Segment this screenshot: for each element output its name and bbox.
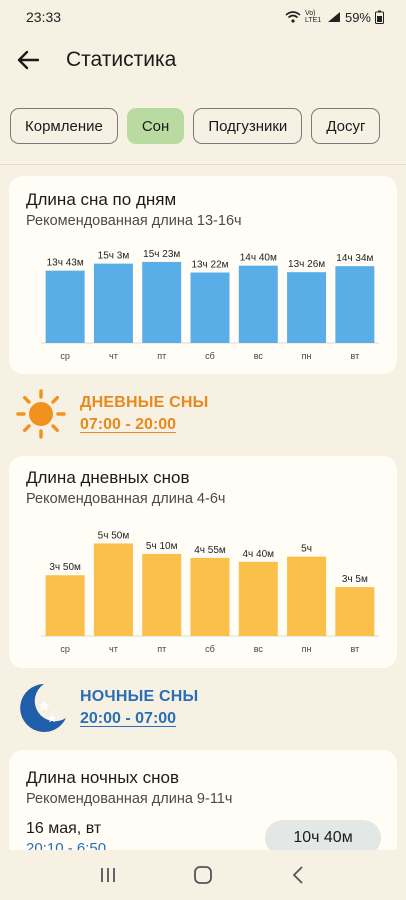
card-subtitle: Рекомендованная длина 9-11ч	[26, 791, 233, 807]
day-sleep-time[interactable]: 07:00 - 20:00	[80, 416, 177, 433]
chart-bar[interactable]	[142, 261, 182, 343]
chart-tick-label: пн	[302, 644, 312, 654]
card-subtitle: Рекомендованная длина 4-6ч	[26, 491, 226, 507]
chart-bar[interactable]	[335, 266, 375, 343]
app-bar: Статистика	[0, 34, 406, 86]
system-nav-bar	[0, 850, 406, 900]
chart-bar[interactable]	[238, 265, 278, 343]
card-subtitle: Рекомендованная длина 13-16ч	[26, 213, 242, 229]
chart-data-label: 5ч 50м	[98, 530, 130, 541]
chart-bar[interactable]	[45, 270, 85, 343]
chart-bar[interactable]	[190, 557, 230, 636]
chart-tick-label: вс	[254, 644, 264, 654]
chart-data-label: 5ч 10м	[146, 541, 178, 552]
battery-icon	[375, 10, 384, 24]
chart-data-label: 3ч 5м	[342, 574, 368, 585]
day-sleep-card: Длина дневных снов Рекомендованная длина…	[9, 456, 397, 668]
moon-stars-icon	[20, 684, 66, 732]
recent-apps-icon	[100, 868, 115, 882]
card-title: Длина дневных снов	[26, 468, 190, 487]
tabs-divider	[0, 164, 406, 165]
tab-feeding[interactable]: Кормление	[10, 108, 118, 144]
home-button[interactable]	[183, 855, 223, 895]
arrow-back-icon	[17, 50, 39, 70]
chart-data-label: 4ч 55м	[194, 545, 226, 556]
status-icons: Vo) LTE1 59%	[285, 10, 384, 25]
chart-bar[interactable]	[238, 561, 278, 636]
page-title: Статистика	[66, 48, 177, 71]
chart-tick-label: ср	[60, 351, 70, 361]
sleep-by-day-chart: 13ч 43м ср 15ч 3м чт 15ч 23м пт 13ч 22м сб 14ч 4…	[41, 249, 379, 361]
chart-data-label: 5ч	[301, 544, 312, 555]
chart-bar[interactable]	[287, 556, 327, 636]
chart-tick-label: сб	[205, 351, 215, 361]
wifi-icon	[285, 11, 301, 23]
tab-diapers[interactable]: Подгузники	[193, 108, 303, 144]
chart-tick-label: пт	[157, 351, 166, 361]
home-icon	[194, 866, 212, 884]
night-entry-date: 16 мая, вт	[26, 820, 102, 837]
card-title: Длина сна по дням	[26, 190, 177, 209]
chart-data-label: 4ч 40м	[243, 549, 275, 560]
chart-tick-label: вс	[254, 351, 264, 361]
chart-bar[interactable]	[190, 272, 230, 343]
signal-icon	[327, 12, 340, 22]
chart-bar[interactable]	[287, 272, 327, 343]
day-sleep-section: ДНЕВНЫЕ СНЫ 07:00 - 20:00	[0, 385, 406, 441]
chart-tick-label: вт	[350, 644, 359, 654]
chart-data-label: 13ч 43м	[47, 258, 84, 269]
status-time: 23:33	[26, 9, 62, 25]
night-sleep-card: Длина ночных снов Рекомендованная длина …	[9, 750, 397, 860]
tab-leisure[interactable]: Досуг	[311, 108, 381, 144]
chart-data-label: 14ч 34м	[336, 253, 373, 264]
night-sleep-title: НОЧНЫЕ СНЫ	[80, 688, 199, 705]
chart-bar[interactable]	[45, 575, 85, 636]
recent-apps-button[interactable]	[88, 855, 128, 895]
chevron-left-icon	[293, 866, 303, 884]
tab-sleep[interactable]: Сон	[126, 108, 185, 144]
chart-tick-label: пн	[302, 351, 312, 361]
category-tabs: Кормление Сон Подгузники Досуг	[10, 108, 381, 144]
chart-tick-label: пт	[157, 644, 166, 654]
chart-tick-label: чт	[109, 351, 118, 361]
night-sleep-section: НОЧНЫЕ СНЫ 20:00 - 07:00	[0, 680, 406, 736]
chart-tick-label: сб	[205, 644, 215, 654]
chart-tick-label: чт	[109, 644, 118, 654]
sun-icon	[16, 389, 66, 439]
chart-bar[interactable]	[93, 543, 133, 636]
chart-data-label: 15ч 3м	[98, 251, 130, 262]
day-sleep-chart: 3ч 50м ср 5ч 50м чт 5ч 10м пт 4ч 55м сб 4ч 40м вс…	[41, 530, 379, 654]
chart-bar[interactable]	[142, 553, 182, 636]
card-title: Длина ночных снов	[26, 768, 180, 787]
chart-data-label: 14ч 40м	[240, 253, 277, 264]
day-sleep-title: ДНЕВНЫЕ СНЫ	[80, 394, 209, 411]
chart-bar[interactable]	[93, 263, 133, 343]
chart-data-label: 13ч 22м	[191, 260, 228, 271]
chart-tick-label: вт	[350, 351, 359, 361]
network-label: Vo) LTE1	[304, 10, 322, 24]
sleep-by-day-card: Длина сна по дням Рекомендованная длина …	[9, 176, 397, 374]
chart-data-label: 3ч 50м	[49, 562, 81, 573]
back-button[interactable]	[14, 46, 42, 74]
status-bar: 23:33 Vo) LTE1 59%	[0, 0, 406, 34]
nav-back-button[interactable]	[278, 855, 318, 895]
chart-data-label: 15ч 23м	[143, 249, 180, 260]
battery-percent: 59%	[344, 9, 371, 25]
chart-data-label: 13ч 26м	[288, 259, 325, 270]
chart-tick-label: ср	[60, 644, 70, 654]
night-sleep-time[interactable]: 20:00 - 07:00	[80, 710, 177, 727]
chart-bar[interactable]	[335, 587, 375, 636]
